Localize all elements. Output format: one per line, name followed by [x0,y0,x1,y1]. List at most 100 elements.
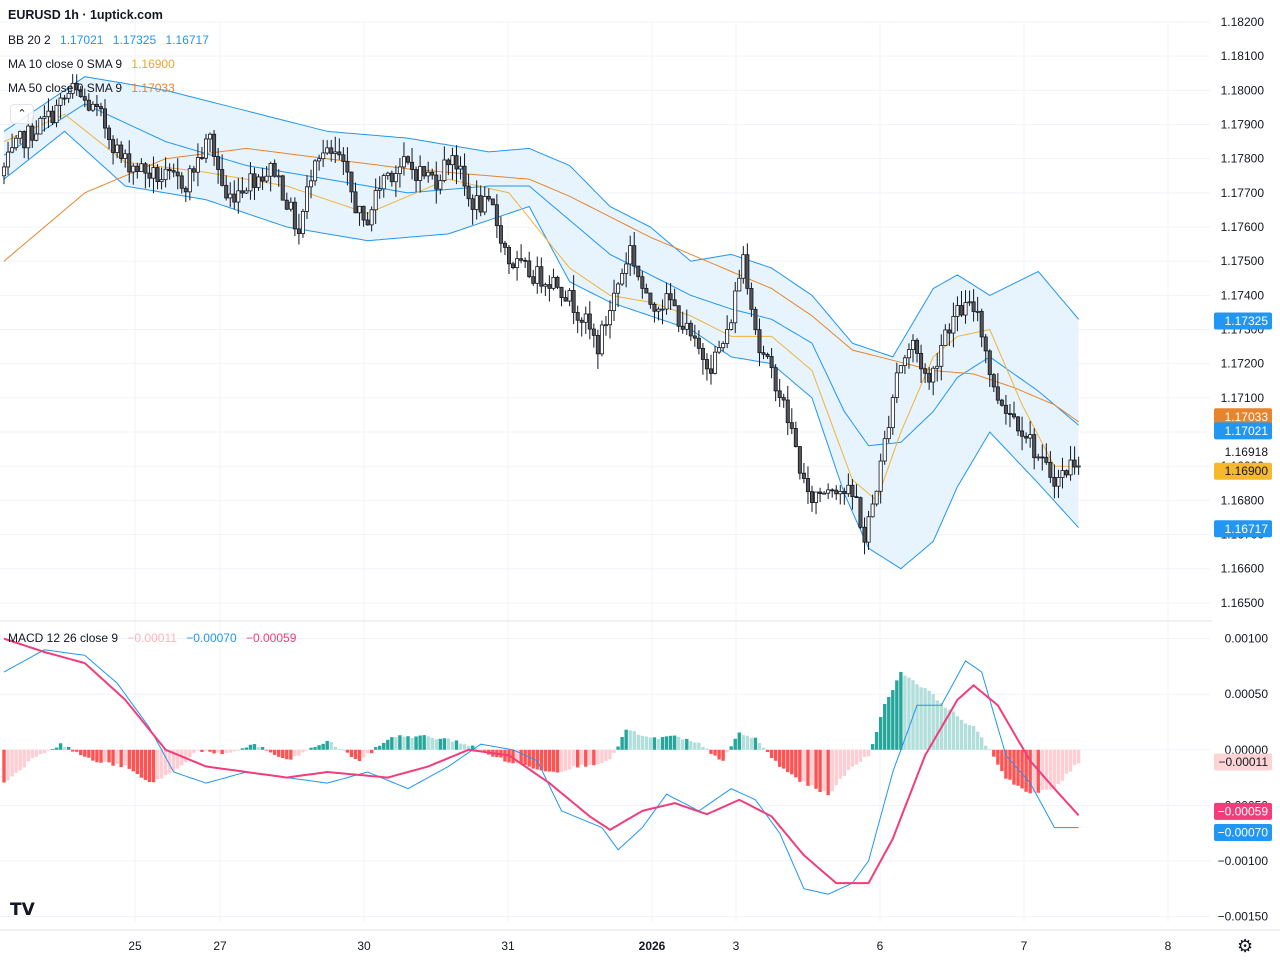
ma10-line [3,113,1079,502]
candle-body [2,166,7,177]
macd-hist-bar [842,749,847,777]
candle-body [1040,456,1045,459]
macd-hist-bar [22,749,26,768]
candle-body [939,344,944,367]
candle [111,135,116,165]
candle-body [563,297,568,302]
candle [761,345,766,360]
candle [179,172,184,194]
candle [115,138,120,159]
macd-hist-bar [951,711,956,750]
candle [801,462,806,484]
candle [789,408,794,435]
candle [616,281,621,308]
candle-body [1060,470,1065,479]
candle-body [292,201,297,230]
macd-hist-bar [58,743,63,750]
candle [22,130,27,159]
legend-ma50[interactable]: MA 50 close 0 SMA 9 1.17033 [8,81,181,95]
price-axis-tick-label: 1.16800 [1221,493,1265,507]
bb-upper-badge-bg [1214,312,1272,330]
candle [1007,404,1012,428]
candle-body [446,159,451,166]
macd-hist-bar [777,749,782,767]
candle-body [438,180,443,190]
candle [252,167,257,201]
candle [466,173,471,207]
macd-hist-bar [329,741,333,750]
candle-body [947,329,952,334]
macd-hist-bar [26,749,30,762]
macd-hist-bar [2,749,6,783]
candle [591,323,596,348]
candle [103,99,108,139]
candle [280,174,285,201]
candle [1056,469,1061,498]
candle [866,511,871,550]
macd-macd-value: −0.00070 [186,631,237,645]
ma50-badge-bg [1214,408,1272,426]
candle [474,180,479,220]
candle [575,305,580,334]
candle [587,301,592,340]
gear-icon[interactable]: ⚙ [1237,936,1254,956]
macd-hist-bar [200,749,204,752]
candle [478,185,483,217]
macd-hist-bar [1024,749,1028,792]
candle-body [854,496,859,499]
macd-hist-bar [285,749,289,760]
candle-body [208,133,213,140]
macd-hist-bar [854,749,859,765]
candle-body [587,313,592,330]
candle-body [616,283,621,294]
candle-body [212,133,217,157]
legend-macd[interactable]: MACD 12 26 close 9 −0.00011 −0.00070 −0.… [8,631,302,645]
macd-hist-bar [858,749,863,762]
candle [159,167,164,190]
legend-ma10[interactable]: MA 10 close 0 SMA 9 1.16900 [8,57,181,71]
candle-body [248,173,253,192]
candle-body [704,359,709,370]
legend-bb[interactable]: BB 20 2 1.17021 1.17325 1.16717 [8,33,215,47]
candle-body [1068,459,1073,476]
macd-hist-bar [511,749,515,764]
macd-hist-bar [878,717,883,750]
candle [195,143,200,187]
ma50-value: 1.17033 [131,81,175,95]
candle [927,367,932,390]
macd-hist-bar [600,749,604,764]
macd-hist-bar [176,749,180,769]
macd-hist-bar [14,749,18,773]
candle-body [10,147,15,153]
candle [90,101,95,113]
macd-hist-bar [955,716,960,750]
candle [82,88,87,108]
macd-hist-bar [709,749,713,754]
tradingview-logo-icon[interactable]: 𝗧𝗩 [10,900,35,919]
macd-hist-bar [313,747,317,750]
candle [733,281,738,334]
macd-hist-bar [1052,749,1057,789]
candle-body [858,497,863,528]
candle-body [14,137,19,149]
macd-hist-bar [838,749,842,779]
candle [171,163,176,178]
candle [931,366,936,396]
candle-body [721,343,726,349]
macd-hist-bar [333,746,337,750]
macd-hist-bar [1056,749,1061,785]
candle-body [1007,413,1012,415]
legend-title-row: EURUSD 1h · 1uptick.com [8,8,169,22]
collapse-legend-button[interactable]: ⌃ [10,104,34,124]
macd-hist-bar [737,732,741,750]
candle [975,296,980,322]
candle [393,165,398,197]
candle [870,494,875,518]
bb-upper-badge-label: 1.17325 [1225,314,1269,328]
candle-body [890,397,895,429]
candle-body [567,290,572,302]
candle [672,288,677,307]
candle [1064,469,1069,478]
macd-hist-bar [689,741,693,750]
